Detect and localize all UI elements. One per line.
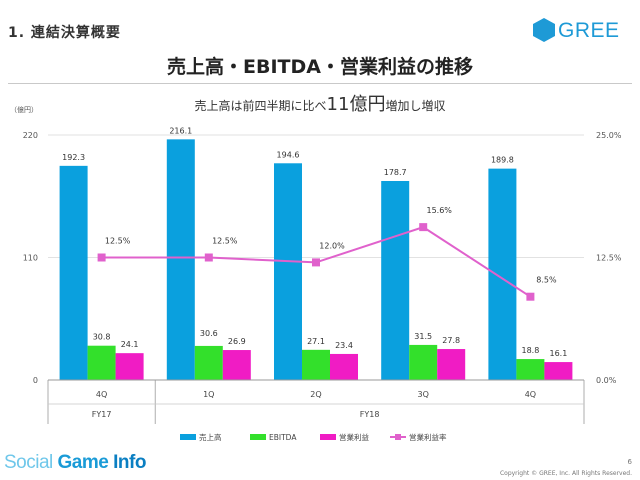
bar-value-label: 27.1 (307, 337, 325, 346)
legend-label: EBITDA (269, 433, 297, 442)
bar-0 (166, 139, 195, 380)
bar-1 (302, 349, 330, 380)
social-game-info-logo: Social Game Info (4, 452, 146, 473)
bar-1 (87, 345, 116, 380)
margin-value-label: 12.5% (105, 237, 131, 246)
bar-1 (409, 344, 438, 380)
x-tick-label: 3Q (418, 390, 429, 399)
bar-0 (488, 168, 517, 380)
bar-value-label: 27.8 (442, 336, 460, 345)
legend-label: 営業利益率 (409, 432, 447, 442)
bar-1 (194, 345, 223, 380)
margin-marker (97, 253, 106, 262)
brand-logo: GREE (532, 14, 632, 48)
legend-swatch (250, 434, 266, 440)
margin-value-label: 15.6% (426, 206, 452, 215)
copyright: Copyright © GREE, Inc. All Rights Reserv… (499, 470, 632, 477)
bar-value-label: 30.6 (200, 329, 218, 338)
legend-swatch (395, 434, 401, 440)
x-tick-label: 1Q (203, 390, 214, 399)
margin-marker (526, 292, 535, 301)
legend-label: 売上高 (199, 432, 222, 442)
bar-value-label: 23.4 (335, 341, 353, 350)
margin-value-label: 8.5% (536, 276, 557, 285)
bar-2 (544, 362, 573, 380)
x-tick-label: 4Q (96, 390, 107, 399)
bar-2 (437, 349, 466, 380)
bar-2 (330, 353, 358, 380)
bar-value-label: 26.9 (228, 337, 246, 346)
bar-value-label: 16.1 (549, 349, 567, 358)
bar-1 (516, 359, 545, 380)
bar-value-label: 192.3 (62, 153, 85, 162)
x-tick-label: 2Q (310, 390, 321, 399)
margin-marker (204, 253, 213, 262)
group-label: FY18 (360, 410, 380, 419)
bar-value-label: 216.1 (169, 126, 192, 135)
bar-value-label: 18.8 (521, 346, 539, 355)
section-title: 1. 連結決算概要 (8, 25, 121, 41)
bar-value-label: 178.7 (384, 168, 407, 177)
bar-2 (115, 353, 144, 380)
brand-name: GREE (558, 19, 620, 42)
bar-value-label: 30.8 (93, 333, 111, 342)
title-divider (8, 83, 632, 84)
group-label: FY17 (92, 410, 112, 419)
bar-0 (274, 163, 302, 380)
hexagon-icon (533, 18, 555, 42)
y-tick-label: 220 (23, 131, 38, 140)
bar-0 (59, 165, 88, 380)
legend-swatch (320, 434, 336, 440)
page-title: 売上高・EBITDA・営業利益の推移 (167, 56, 473, 78)
margin-value-label: 12.0% (319, 241, 345, 250)
y-axis-unit: （億円） (10, 105, 38, 114)
bar-value-label: 24.1 (121, 340, 139, 349)
y2-tick-label: 0.0% (596, 376, 617, 385)
chart-subtitle: 売上高は前四半期に比べ11億円増加し増収 (195, 94, 446, 115)
y-tick-label: 110 (23, 254, 38, 263)
margin-marker (419, 223, 428, 232)
y2-tick-label: 25.0% (596, 131, 622, 140)
legend-swatch (180, 434, 196, 440)
bar-value-label: 189.8 (491, 156, 514, 165)
bar-0 (381, 180, 410, 380)
chart-subtitle-highlight: 11億円 (327, 94, 386, 115)
margin-marker (312, 258, 320, 267)
page-number: 6 (627, 458, 632, 466)
x-tick-label: 4Q (525, 390, 536, 399)
margin-value-label: 12.5% (212, 237, 238, 246)
y2-tick-label: 12.5% (596, 254, 622, 263)
bar-value-label: 31.5 (414, 332, 432, 341)
chart-subtitle-part: 売上高は前四半期に比べ (195, 98, 327, 113)
bar-2 (222, 350, 251, 380)
legend-label: 営業利益 (339, 432, 369, 442)
y-tick-label: 0 (33, 376, 38, 385)
bar-value-label: 194.6 (277, 150, 300, 159)
chart-subtitle-part: 増加し増収 (385, 99, 445, 113)
